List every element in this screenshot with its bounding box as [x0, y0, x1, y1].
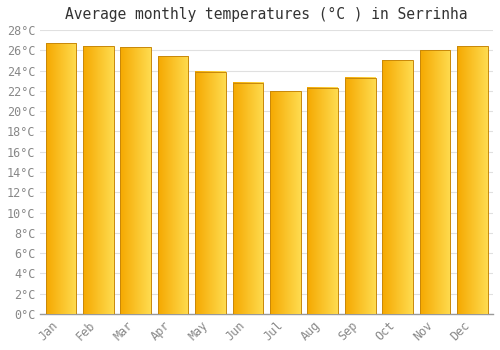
Bar: [46, 43, 76, 314]
Bar: [345, 78, 376, 314]
Bar: [270, 91, 300, 314]
Title: Average monthly temperatures (°C ) in Serrinha: Average monthly temperatures (°C ) in Se…: [66, 7, 468, 22]
Bar: [308, 88, 338, 314]
Bar: [120, 47, 151, 314]
Bar: [83, 46, 114, 314]
Bar: [457, 46, 488, 314]
Bar: [420, 50, 450, 314]
Bar: [382, 61, 413, 314]
Bar: [232, 83, 264, 314]
Bar: [195, 72, 226, 314]
Bar: [158, 56, 188, 314]
